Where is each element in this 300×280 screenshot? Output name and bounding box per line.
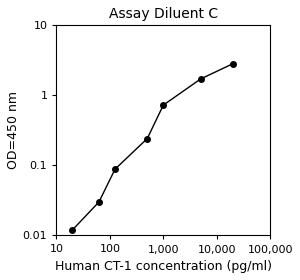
X-axis label: Human CT-1 concentration (pg/ml): Human CT-1 concentration (pg/ml) (55, 260, 272, 273)
Y-axis label: OD=450 nm: OD=450 nm (7, 91, 20, 169)
Title: Assay Diluent C: Assay Diluent C (109, 7, 218, 21)
